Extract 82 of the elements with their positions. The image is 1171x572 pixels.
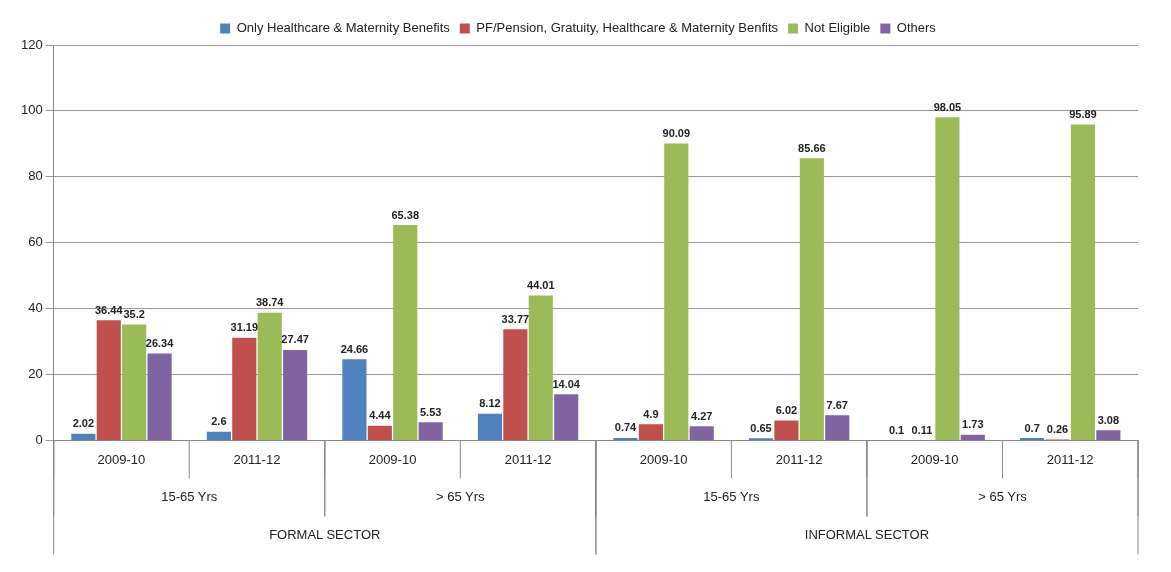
y-tick-label: 100 xyxy=(20,102,43,118)
data-label: 35.2 xyxy=(123,307,145,320)
bar xyxy=(147,353,172,440)
y-tick-label: 0 xyxy=(35,431,43,447)
data-label: 14.04 xyxy=(552,377,581,390)
bar xyxy=(1096,430,1121,440)
data-label: 85.66 xyxy=(798,141,826,154)
y-tick-label: 120 xyxy=(20,36,43,52)
bar xyxy=(342,359,367,440)
data-label: 0.74 xyxy=(614,421,638,434)
x-tick-label: 2009-10 xyxy=(910,451,959,467)
data-label: 33.77 xyxy=(501,312,530,325)
data-label: 36.44 xyxy=(94,303,124,316)
bar xyxy=(638,424,663,440)
text: 15-65 Yrs xyxy=(161,488,218,504)
y-tick-label: 40 xyxy=(28,300,43,316)
data-label: 0.7 xyxy=(1024,421,1040,434)
legend-label: Not Eligible xyxy=(804,20,871,36)
y-tick-label: 20 xyxy=(28,366,43,382)
bar xyxy=(232,337,257,440)
x-tick-label: 2011-12 xyxy=(775,451,823,467)
legend-label: PF/Pension, Gratuity, Healthcare & Maternity Benfits xyxy=(476,20,779,36)
text: FORMAL SECTOR xyxy=(269,526,381,542)
bar xyxy=(774,420,799,440)
data-label: 0.11 xyxy=(911,423,933,436)
bar xyxy=(554,394,579,440)
data-label: 2.02 xyxy=(72,417,95,430)
data-label: 4.44 xyxy=(369,409,392,422)
data-label: 4.9 xyxy=(643,407,659,420)
x-tick-label: 2011-12 xyxy=(233,451,281,467)
data-label: 0.26 xyxy=(1046,423,1069,436)
data-label: 95.89 xyxy=(1069,107,1097,120)
data-label: 3.08 xyxy=(1097,413,1120,426)
legend-label: Only Healthcare & Maternity Benefits xyxy=(236,20,451,36)
data-label: 38.74 xyxy=(255,296,285,309)
x-tick-label: 2011-12 xyxy=(1046,451,1094,467)
x-tick-label: 2009-10 xyxy=(368,451,417,467)
bar xyxy=(503,329,528,440)
bar xyxy=(96,320,121,440)
bar xyxy=(528,295,553,440)
data-label: 6.02 xyxy=(775,404,798,417)
data-label: 4.27 xyxy=(691,409,713,422)
bar xyxy=(393,224,418,440)
text: 15-65 Yrs xyxy=(703,488,760,504)
data-label: 44.01 xyxy=(527,278,555,291)
data-label: 7.67 xyxy=(826,398,848,411)
bar xyxy=(257,312,282,440)
data-label: 8.12 xyxy=(479,397,501,410)
bar xyxy=(206,431,231,440)
bar xyxy=(664,143,689,440)
data-label: 31.19 xyxy=(230,321,259,334)
bar xyxy=(825,415,850,440)
bar xyxy=(689,426,714,440)
x-tick-label: 2011-12 xyxy=(504,451,552,467)
x-tick-label: 2009-10 xyxy=(639,451,688,467)
y-tick-label: 80 xyxy=(28,168,43,184)
data-label: 98.05 xyxy=(933,100,962,113)
data-label: 0.1 xyxy=(888,423,905,436)
text: INFORMAL SECTOR xyxy=(804,526,930,542)
data-label: 5.53 xyxy=(419,405,442,418)
data-label: 26.34 xyxy=(145,337,175,350)
bar xyxy=(799,158,824,440)
bar xyxy=(1070,124,1096,440)
bar xyxy=(367,425,392,440)
bar xyxy=(71,433,96,440)
data-label: 0.65 xyxy=(750,421,772,434)
bar xyxy=(283,349,308,440)
bar xyxy=(477,413,503,440)
y-tick-label: 60 xyxy=(28,234,43,250)
bar xyxy=(122,324,147,440)
bar xyxy=(960,434,985,440)
x-tick-label: 2009-10 xyxy=(97,451,146,467)
bar xyxy=(935,117,960,440)
text: > 65 Yrs xyxy=(436,488,486,504)
data-label: 2.6 xyxy=(211,415,227,428)
data-label: 1.73 xyxy=(962,418,984,431)
data-label: 90.09 xyxy=(662,127,691,140)
legend-label: Others xyxy=(896,20,937,36)
data-label: 65.38 xyxy=(391,208,420,221)
bar xyxy=(418,422,443,440)
text: > 65 Yrs xyxy=(978,488,1028,504)
data-label: 24.66 xyxy=(340,342,369,355)
